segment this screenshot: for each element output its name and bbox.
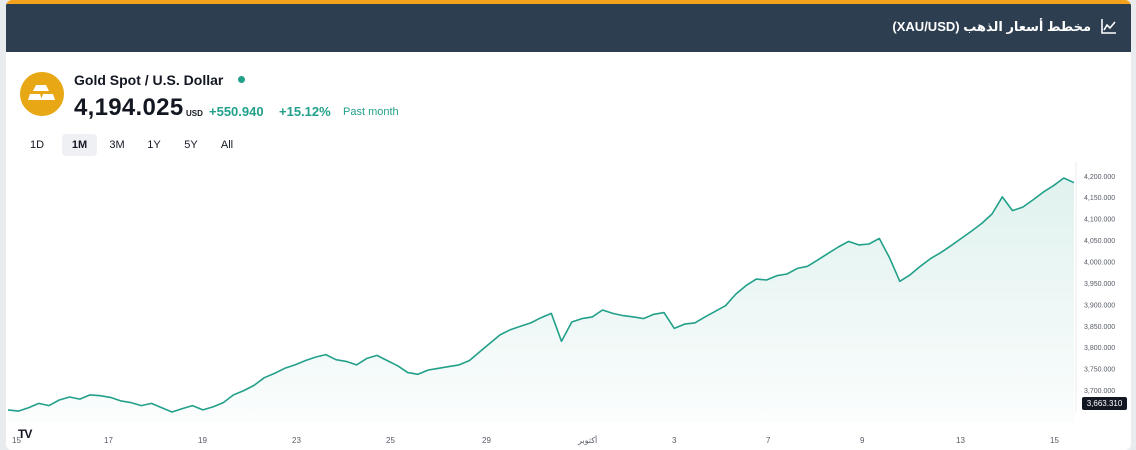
y-tick-label: 3,700.000	[1084, 388, 1115, 395]
y-tick-label: 3,950.000	[1084, 281, 1115, 288]
y-tick-label: 4,000.000	[1084, 260, 1115, 267]
last-value-tag: 3,663.310	[1082, 397, 1127, 410]
range-1y[interactable]: 1Y	[147, 139, 161, 151]
y-tick-label: 4,050.000	[1084, 238, 1115, 245]
change-period: Past month	[343, 106, 399, 118]
line-chart-icon	[1101, 19, 1116, 34]
x-tick-label: 17	[104, 436, 113, 445]
gold-chart-card: مخطط أسعار الذهب (XAU/USD) Gold Spot / U…	[6, 0, 1131, 450]
range-all[interactable]: All	[220, 139, 234, 151]
x-tick-label: أكتوبر	[577, 434, 597, 445]
currency-label: USD	[186, 109, 203, 118]
price-line	[7, 177, 1075, 413]
symbol-widget: Gold Spot / U.S. Dollar 4,194.025 USD +5…	[6, 52, 1131, 450]
current-price: 4,194.025	[74, 94, 184, 121]
y-tick-label: 4,200.000	[1084, 174, 1115, 181]
symbol-name: Gold Spot / U.S. Dollar	[74, 72, 224, 88]
y-tick-label: 3,900.000	[1084, 302, 1115, 309]
x-tick-label: 13	[956, 436, 965, 445]
x-tick-label: 3	[672, 436, 677, 445]
price-change: +550.940	[209, 104, 264, 119]
x-tick-label: 7	[766, 436, 771, 445]
range-3m[interactable]: 3M	[109, 139, 125, 151]
live-dot	[238, 76, 245, 83]
range-1m[interactable]: 1M	[62, 134, 97, 156]
y-tick-label: 3,800.000	[1084, 345, 1115, 352]
y-tick-label: 4,100.000	[1084, 217, 1115, 224]
chart-header-title: مخطط أسعار الذهب (XAU/USD)	[892, 19, 1091, 34]
price-area	[8, 178, 1074, 422]
y-tick-label: 3,750.000	[1084, 367, 1115, 374]
y-tick-label: 4,150.000	[1084, 195, 1115, 202]
range-5y[interactable]: 5Y	[184, 139, 198, 151]
x-tick-label: 15	[12, 436, 21, 445]
x-tick-label: 15	[1050, 436, 1059, 445]
gold-bars-icon	[20, 72, 64, 116]
price-chart[interactable]: 3,700.000 3,750.000 3,800.000 3,850.000 3,90…	[6, 162, 1131, 450]
x-tick-label: 29	[482, 436, 491, 445]
accent-bar	[6, 0, 1131, 4]
x-tick-label: 9	[860, 436, 865, 445]
y-tick-label: 3,850.000	[1084, 324, 1115, 331]
price-change-percent: +15.12%	[279, 104, 331, 119]
tradingview-logo: TV	[18, 427, 32, 441]
chart-header: مخطط أسعار الذهب (XAU/USD)	[6, 4, 1131, 52]
x-tick-label: 25	[386, 436, 395, 445]
x-tick-label: 19	[198, 436, 207, 445]
range-1d[interactable]: 1D	[29, 139, 45, 151]
x-tick-label: 23	[292, 436, 301, 445]
